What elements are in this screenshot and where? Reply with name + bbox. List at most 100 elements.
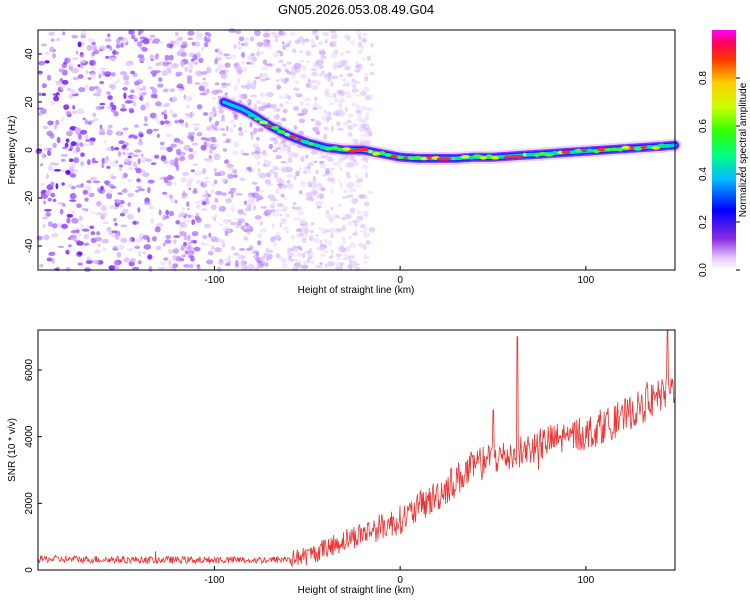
noise-blob: [186, 246, 194, 251]
noise-blob: [254, 215, 262, 220]
noise-blob: [356, 215, 364, 221]
noise-blob: [301, 108, 309, 115]
noise-blob: [112, 245, 118, 250]
noise-blob: [213, 167, 217, 173]
noise-blob: [294, 67, 301, 73]
noise-blob: [292, 152, 299, 159]
noise-blob: [130, 34, 136, 40]
noise-blob: [247, 54, 255, 61]
noise-blob: [201, 169, 206, 174]
noise-blob: [152, 73, 157, 77]
noise-blob: [89, 140, 95, 146]
noise-blob: [107, 226, 112, 230]
noise-blob: [360, 91, 367, 97]
noise-blob: [279, 78, 285, 81]
noise-blob: [340, 59, 348, 66]
noise-blob: [356, 177, 364, 183]
noise-blob: [174, 31, 179, 37]
noise-blob: [247, 230, 251, 235]
noise-blob: [327, 77, 332, 82]
noise-blob: [339, 52, 345, 56]
noise-blob: [154, 70, 161, 73]
noise-blob: [57, 94, 61, 98]
noise-blob: [152, 128, 159, 132]
noise-blob: [349, 242, 357, 249]
noise-blob: [106, 129, 113, 136]
noise-blob: [191, 219, 196, 226]
noise-blob: [64, 142, 69, 148]
noise-blob: [41, 92, 46, 97]
noise-blob: [168, 259, 172, 266]
noise-blob: [287, 157, 293, 164]
noise-blob: [84, 119, 89, 125]
noise-blob: [75, 142, 79, 149]
noise-blob: [280, 217, 285, 223]
noise-blob: [171, 62, 179, 69]
noise-blob: [157, 83, 164, 88]
noise-blob: [194, 82, 201, 85]
noise-blob: [363, 115, 369, 121]
noise-blob: [223, 53, 230, 57]
noise-blob: [319, 184, 324, 190]
noise-blob: [227, 255, 231, 261]
noise-blob: [298, 232, 304, 237]
noise-blob: [83, 233, 90, 240]
noise-blob: [263, 153, 269, 157]
signal-peak-mark: [629, 146, 635, 150]
noise-blob: [79, 53, 85, 58]
noise-blob: [336, 256, 341, 261]
noise-blob: [237, 41, 241, 46]
noise-blob: [136, 178, 141, 183]
noise-blob: [195, 70, 203, 77]
noise-blob: [313, 160, 318, 164]
noise-blob: [329, 227, 336, 234]
noise-blob: [361, 119, 368, 125]
snr-ylabel: SNR (10 * v/v): [7, 418, 18, 482]
noise-blob: [278, 30, 284, 36]
noise-blob: [327, 177, 335, 183]
noise-blob: [303, 39, 308, 44]
noise-blob: [319, 246, 326, 251]
snr-series-line: [37, 329, 676, 568]
noise-blob: [40, 182, 45, 187]
noise-blob: [354, 94, 361, 97]
noise-blob: [51, 233, 59, 238]
noise-blob: [93, 49, 100, 55]
noise-blob: [312, 107, 318, 110]
noise-blob: [257, 232, 263, 239]
noise-blob: [139, 87, 143, 92]
noise-blob: [299, 59, 305, 63]
colorbar-tick-label: 0.4: [698, 167, 709, 181]
noise-blob: [315, 35, 319, 41]
noise-blob: [330, 188, 334, 194]
noise-blob: [75, 184, 84, 188]
noise-blob: [138, 233, 144, 239]
noise-blob: [355, 263, 360, 266]
noise-blob: [340, 156, 345, 161]
noise-blob: [109, 102, 114, 108]
noise-blob: [318, 50, 322, 55]
noise-blob: [134, 245, 141, 249]
noise-blob: [175, 71, 183, 77]
noise-blob: [300, 264, 309, 269]
noise-blob: [41, 216, 49, 220]
noise-blob: [292, 245, 298, 249]
noise-blob: [352, 161, 360, 164]
noise-blob: [241, 61, 246, 65]
noise-blob: [320, 55, 327, 60]
noise-blob: [175, 256, 182, 262]
noise-blob: [187, 207, 190, 211]
noise-blob: [288, 40, 292, 44]
noise-blob: [270, 209, 276, 213]
signal-peak-mark: [586, 148, 595, 153]
signal-peak-mark: [368, 149, 373, 154]
noise-blob: [89, 60, 95, 64]
noise-blob: [154, 226, 161, 233]
noise-blob: [194, 171, 203, 177]
noise-blob: [349, 187, 357, 193]
noise-blob: [366, 94, 374, 99]
noise-blob: [161, 70, 169, 76]
signal-peak-mark: [426, 156, 433, 160]
noise-blob: [117, 151, 122, 157]
